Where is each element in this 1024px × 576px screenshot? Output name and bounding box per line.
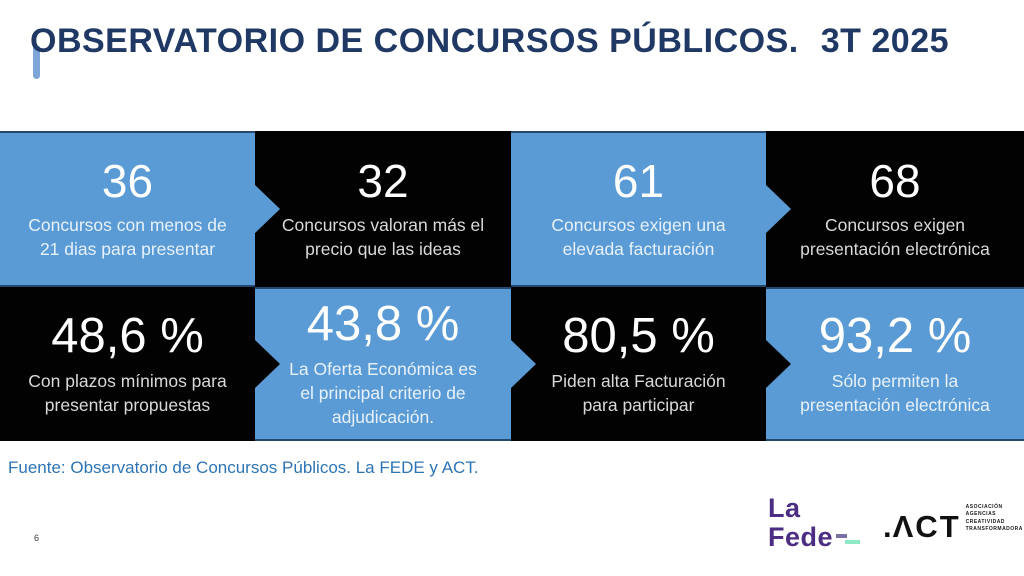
chevron-right-icon: [766, 340, 791, 388]
stat-value: 61: [612, 155, 665, 208]
stat-value: 93,2 %: [818, 308, 972, 363]
page-number: 6: [34, 533, 40, 543]
chevron-right-icon: [511, 340, 536, 388]
page-title: OBSERVATORIO DE CONCURSOS PÚBLICOS. 3T 20…: [30, 22, 949, 61]
stat-label: Con plazos mínimos para presentar propue…: [28, 371, 227, 416]
lafede-underscore-purple: [836, 534, 847, 538]
stat-label: Concursos exigen una elevada facturación: [551, 214, 726, 259]
stat-label: Piden alta Facturación para participar: [551, 371, 726, 416]
page-title-period: 3T 2025: [820, 22, 950, 60]
lafede-logo: La Fede: [768, 493, 860, 553]
stat-label: La Oferta Económica es el principal crit…: [289, 359, 477, 428]
lafede-logo-line2: Fede: [768, 522, 834, 553]
act-logo-tagline: ASOCIACIÓN AGENCIAS CREATIVIDAD TRANSFOR…: [966, 504, 1023, 533]
stat-block-61: 61 Concursos exigen una elevada facturac…: [511, 131, 791, 287]
act-logo-wordmark: ΛCT: [892, 509, 961, 544]
stat-value: 48,6 %: [51, 308, 204, 363]
stat-label: Concursos exigen presentación electrónic…: [800, 214, 990, 259]
stat-block-48-6: 48,6 % Con plazos mínimos para presentar…: [0, 287, 280, 441]
act-tagline-line: ASOCIACIÓN: [965, 504, 1003, 510]
chevron-right-icon: [766, 185, 791, 233]
act-logo: . ΛCT ASOCIACIÓN AGENCIAS CREATIVIDAD TR…: [883, 504, 1023, 542]
stat-label: Concursos con menos de 21 dias para pres…: [28, 214, 227, 259]
lafede-logo-line1: La: [768, 493, 801, 523]
stat-block-80-5: 80,5 % Piden alta Facturación para parti…: [511, 287, 791, 441]
page-title-text: OBSERVATORIO DE CONCURSOS PÚBLICOS.: [30, 22, 799, 60]
stat-block-32: 32 Concursos valoran más el precio que l…: [255, 131, 511, 287]
stat-block-93-2: 93,2 % Sólo permiten la presentación ele…: [766, 287, 1024, 441]
stat-value: 68: [869, 155, 921, 208]
chevron-right-icon: [255, 185, 280, 233]
stat-band: 36 Concursos con menos de 21 dias para p…: [0, 131, 1024, 441]
chevron-right-icon: [255, 340, 280, 388]
stat-block-43-8: 43,8 % La Oferta Económica es el princip…: [255, 287, 536, 441]
act-tagline-line: CREATIVIDAD: [965, 518, 1005, 525]
source-caption: Fuente: Observatorio de Concursos Públic…: [8, 458, 479, 477]
stat-value: 43,8 %: [306, 296, 460, 351]
lafede-dash-mint: [845, 540, 860, 544]
act-tagline-line: TRANSFORMADORA: [965, 525, 1023, 532]
stat-label: Sólo permiten la presentación electrónic…: [800, 371, 990, 416]
stat-block-68: 68 Concursos exigen presentación electró…: [766, 131, 1024, 287]
act-tagline-line: AGENCIAS: [965, 511, 997, 518]
title-accent-mark: [33, 46, 40, 79]
stat-value: 80,5 %: [562, 308, 715, 363]
act-logo-dot: .: [883, 509, 892, 544]
stat-block-36: 36 Concursos con menos de 21 dias para p…: [0, 131, 280, 287]
stat-value: 32: [357, 155, 409, 208]
stat-value: 36: [101, 155, 154, 208]
stat-label: Concursos valoran más el precio que las …: [281, 214, 485, 259]
